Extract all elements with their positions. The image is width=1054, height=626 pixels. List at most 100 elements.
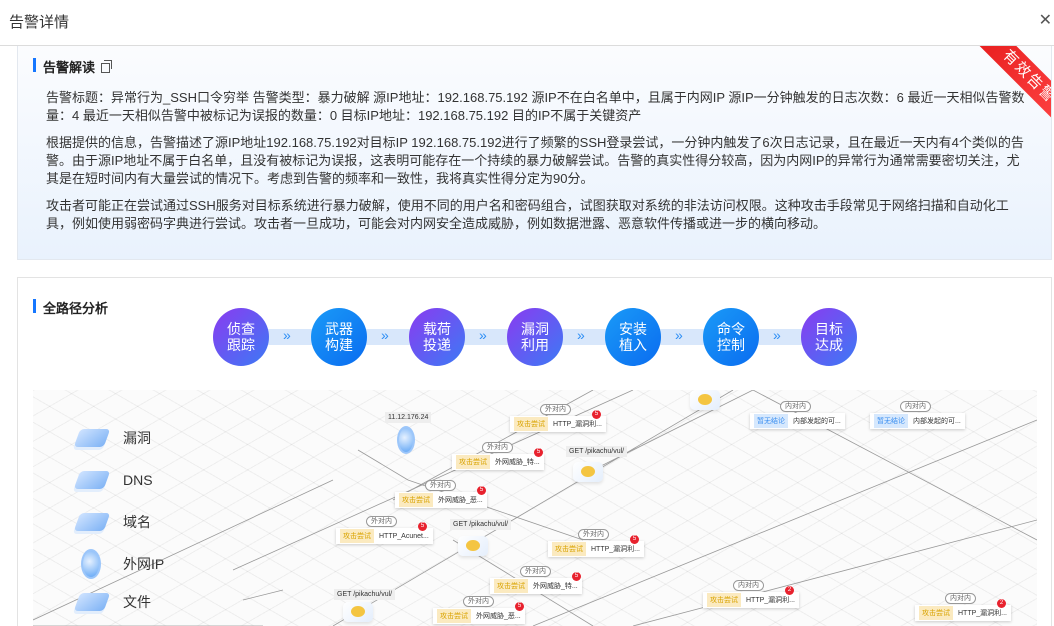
chevron-right-icon: » <box>773 327 781 343</box>
legend-label: DNS <box>123 472 153 488</box>
kill-chain-step[interactable]: 命令控制 <box>703 308 759 366</box>
alert-status-tag: 攻击尝试 <box>552 542 586 556</box>
alert-node[interactable]: 攻击尝试 HTTP_漏洞利... <box>703 592 800 608</box>
dialog-title: 告警详情 <box>9 14 70 31</box>
direction-tag: 内对内 <box>900 401 931 412</box>
alert-node[interactable]: 攻击尝试 HTTP_漏洞利... <box>548 541 645 557</box>
alert-status-tag: 攻击尝试 <box>399 493 433 507</box>
legend-label: 域名 <box>123 514 151 530</box>
server-icon[interactable] <box>573 462 603 482</box>
external-ip-icon <box>81 549 101 579</box>
close-icon[interactable]: ✕ <box>1038 12 1052 29</box>
ribbon-wrapper: 有效告警 <box>961 46 1051 136</box>
alert-count-badge: 5 <box>477 486 486 495</box>
alert-count-badge: 5 <box>534 448 543 457</box>
kill-chain-step[interactable]: 目标达成 <box>801 308 857 366</box>
alert-status-tag: 攻击尝试 <box>919 606 953 620</box>
kill-chain-step[interactable]: 安装植入 <box>605 308 661 366</box>
direction-tag: 外对内 <box>463 596 494 607</box>
copy-icon[interactable] <box>101 60 113 73</box>
alert-count-badge: 5 <box>630 535 639 544</box>
chevron-right-icon: » <box>381 327 389 343</box>
alert-status-tag: 攻击尝试 <box>437 609 471 623</box>
alert-name: HTTP_漏洞利... <box>958 610 1008 617</box>
graph-edge <box>632 519 1037 626</box>
legend-label: 外网IP <box>123 556 165 572</box>
server-icon[interactable] <box>690 390 720 410</box>
alert-name: 外网威胁_特... <box>533 583 578 590</box>
server-node-label: GET /pikachu/vul/ <box>334 589 396 600</box>
alert-status-tag: 攻击尝试 <box>340 529 374 543</box>
direction-tag: 外对内 <box>366 516 397 527</box>
graph-edge <box>242 589 284 601</box>
alert-node[interactable]: 攻击尝试 HTTP_漏洞利... <box>915 605 1012 621</box>
chevron-right-icon: » <box>283 327 291 343</box>
alert-status-tag: 攻击尝试 <box>494 579 528 593</box>
alert-status-tag: 暂无结论 <box>754 414 788 428</box>
kill-chain-step[interactable]: 载荷投递 <box>409 308 465 366</box>
alert-status-tag: 攻击尝试 <box>707 593 741 607</box>
alert-node[interactable]: 攻击尝试 外网威胁_恶... <box>433 608 525 624</box>
direction-tag: 外对内 <box>540 404 571 415</box>
direction-tag: 外对内 <box>482 442 513 453</box>
direction-tag: 内对内 <box>780 401 811 412</box>
alert-node[interactable]: 攻击尝试 HTTP_Acunet... <box>336 528 433 544</box>
kill-chain-step[interactable]: 漏洞利用 <box>507 308 563 366</box>
direction-tag: 外对内 <box>425 480 456 491</box>
alert-name: 外网威胁_恶... <box>438 497 483 504</box>
valid-alert-ribbon: 有效告警 <box>977 46 1051 129</box>
alert-name: 外网威胁_恶... <box>476 613 521 620</box>
alert-analysis: 根据提供的信息，告警描述了源IP地址192.168.75.192对目标IP 19… <box>46 135 1024 186</box>
alert-node[interactable]: 攻击尝试 外网威胁_恶... <box>395 492 487 508</box>
chevron-right-icon: » <box>577 327 585 343</box>
alert-status-tag: 暂无结论 <box>874 414 908 428</box>
direction-tag: 外对内 <box>578 529 609 540</box>
graph-edge <box>357 449 409 481</box>
server-icon[interactable] <box>343 602 373 622</box>
direction-tag: 内对内 <box>945 593 976 604</box>
graph-edge <box>332 390 734 626</box>
dialog-header: 告警详情 ✕ <box>0 0 1054 46</box>
direction-tag: 内对内 <box>733 580 764 591</box>
graph-edge <box>532 419 1037 626</box>
section-title: 告警解读 <box>33 57 113 76</box>
ip-node-label: 11.12.176.24 <box>385 412 432 423</box>
direction-tag: 外对内 <box>520 566 551 577</box>
section-title: 全路径分析 <box>33 298 108 317</box>
alert-name: HTTP_漏洞利... <box>553 421 603 428</box>
alert-node[interactable]: 暂无结论 内部发起的可... <box>750 413 845 429</box>
alert-name: HTTP_Acunet... <box>379 532 429 540</box>
alert-name: HTTP_漏洞利... <box>746 597 796 604</box>
alert-count-badge: 2 <box>997 599 1006 608</box>
alert-name: 外网威胁_特... <box>495 459 540 466</box>
legend-label: 文件 <box>123 594 151 610</box>
alert-summary: 告警标题：异常行为_SSH口令穷举 告警类型：暴力破解 源IP地址：192.16… <box>46 90 1025 123</box>
alert-node[interactable]: 暂无结论 内部发起的可... <box>870 413 965 429</box>
server-node-label: GET /pikachu/vul/ <box>566 446 628 457</box>
chevron-right-icon: » <box>479 327 487 343</box>
external-ip-icon[interactable] <box>397 426 415 454</box>
alert-node[interactable]: 攻击尝试 外网威胁_特... <box>452 454 544 470</box>
alert-count-badge: 5 <box>515 602 524 611</box>
alert-count-badge: 5 <box>418 522 427 531</box>
attack-description: 攻击者可能正在尝试通过SSH服务对目标系统进行暴力破解，使用不同的用户名和密码组… <box>46 198 1009 231</box>
alert-name: 内部发起的可... <box>913 418 961 425</box>
server-icon[interactable] <box>458 536 488 556</box>
alert-node[interactable]: 攻击尝试 外网威胁_特... <box>490 578 582 594</box>
chevron-right-icon: » <box>675 327 683 343</box>
alert-status-tag: 攻击尝试 <box>456 455 490 469</box>
graph-edge <box>592 390 754 471</box>
legend-label: 漏洞 <box>123 430 151 446</box>
alert-status-tag: 攻击尝试 <box>514 417 548 431</box>
attack-path-graph[interactable]: 漏洞 DNS 域名外网IP 文件 11.12.176.24 GET /pikachu/vu… <box>33 390 1037 626</box>
alert-count-badge: 5 <box>592 410 601 419</box>
server-node-label: GET /pikachu/vul/ <box>450 519 512 530</box>
alert-name: HTTP_漏洞利... <box>591 546 641 553</box>
alert-node[interactable]: 攻击尝试 HTTP_漏洞利... <box>510 416 607 432</box>
kill-chain-step[interactable]: 武器构建 <box>311 308 367 366</box>
alert-name: 内部发起的可... <box>793 418 841 425</box>
alert-count-badge: 5 <box>572 572 581 581</box>
kill-chain-step[interactable]: 侦查跟踪 <box>213 308 269 366</box>
alert-count-badge: 2 <box>785 586 794 595</box>
section-title-text: 告警解读 <box>43 60 96 75</box>
